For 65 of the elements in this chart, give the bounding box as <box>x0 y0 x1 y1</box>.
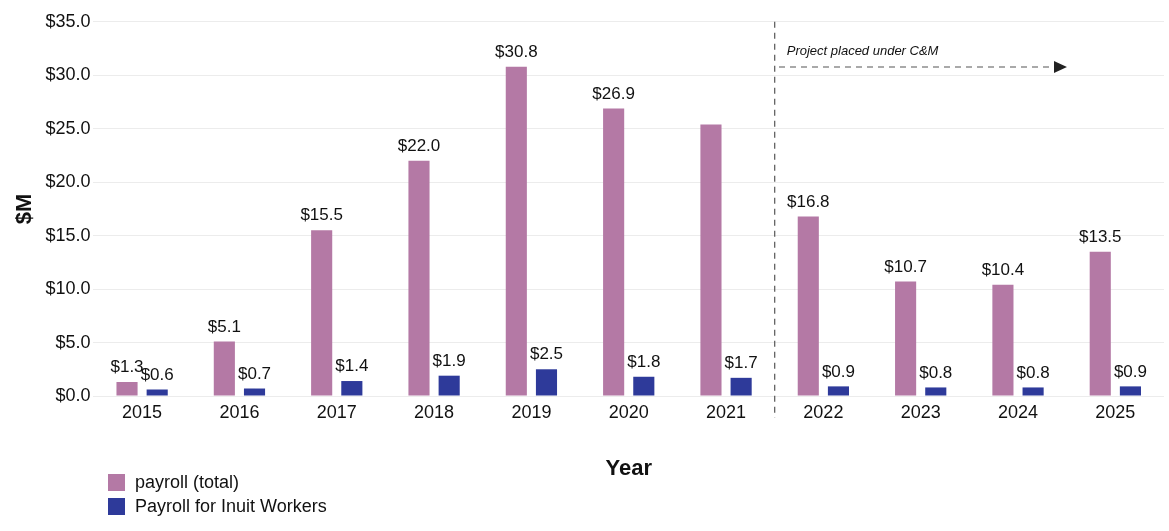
x-tick-label: 2022 <box>803 401 844 422</box>
bar <box>341 381 363 396</box>
bar <box>633 376 655 396</box>
data-label: $30.8 <box>495 41 538 61</box>
data-label: $2.5 <box>529 344 564 364</box>
y-tick-label: $30.0 <box>45 64 91 85</box>
bar <box>797 216 819 396</box>
bar <box>438 375 460 396</box>
data-label: $0.9 <box>821 361 855 381</box>
x-tick-label: 2017 <box>316 401 357 422</box>
x-tick-label: 2021 <box>706 401 747 422</box>
bar <box>925 387 947 396</box>
bar <box>116 382 138 396</box>
x-tick-label: 2018 <box>414 401 455 422</box>
data-label: $22.0 <box>397 135 441 155</box>
data-label: $0.8 <box>919 362 953 382</box>
x-tick-label: 2015 <box>122 401 163 422</box>
x-axis-title: Year <box>605 454 653 480</box>
data-label: $1.7 <box>724 353 758 373</box>
y-tick-label: $0.0 <box>55 384 91 405</box>
data-label: $1.4 <box>335 356 369 376</box>
data-label: $0.9 <box>1113 361 1147 381</box>
x-tick-label: 2016 <box>219 401 260 422</box>
data-label: $13.5 <box>1078 226 1122 246</box>
legend-label: Payroll for Inuit Workers <box>135 495 327 518</box>
bar <box>730 377 752 396</box>
legend-label: payroll (total) <box>135 471 240 494</box>
x-tick-label: 2025 <box>1095 401 1136 422</box>
y-tick-label: $25.0 <box>45 117 91 138</box>
data-label: $1.9 <box>432 350 466 370</box>
data-label: $5.1 <box>207 316 241 336</box>
x-tick-label: 2020 <box>608 401 649 422</box>
bar <box>408 160 430 396</box>
data-label: $0.7 <box>237 363 272 383</box>
bar <box>700 124 722 396</box>
y-tick-label: $35.0 <box>45 10 91 31</box>
bar <box>146 389 168 396</box>
x-tick-label: 2023 <box>900 401 941 422</box>
bar <box>992 284 1014 396</box>
y-tick-label: $20.0 <box>45 171 91 192</box>
y-tick-label: $10.0 <box>45 278 91 299</box>
bar <box>213 341 235 396</box>
bar <box>243 388 266 396</box>
data-label: $10.7 <box>884 256 927 276</box>
data-label: $26.9 <box>592 83 635 103</box>
y-tick-label: $15.0 <box>45 224 91 245</box>
bar <box>603 108 625 396</box>
y-axis-title: $M <box>11 193 37 225</box>
bar <box>505 66 527 396</box>
x-tick-label: 2024 <box>997 401 1039 422</box>
data-label: $16.8 <box>787 191 830 211</box>
y-tick-label: $5.0 <box>55 331 91 352</box>
x-tick-label: 2019 <box>511 401 552 422</box>
data-label: $1.8 <box>627 351 661 371</box>
bar <box>827 386 850 396</box>
data-label: $10.4 <box>981 260 1025 279</box>
bar <box>1022 387 1044 396</box>
ref-line-label: Project placed under C&M <box>786 43 939 59</box>
bar <box>311 230 333 396</box>
bar <box>1119 386 1141 396</box>
bar <box>895 281 917 396</box>
bar <box>1089 251 1111 396</box>
data-label: $0.8 <box>1016 362 1050 382</box>
data-label: $15.5 <box>300 205 343 225</box>
bar <box>535 369 558 396</box>
